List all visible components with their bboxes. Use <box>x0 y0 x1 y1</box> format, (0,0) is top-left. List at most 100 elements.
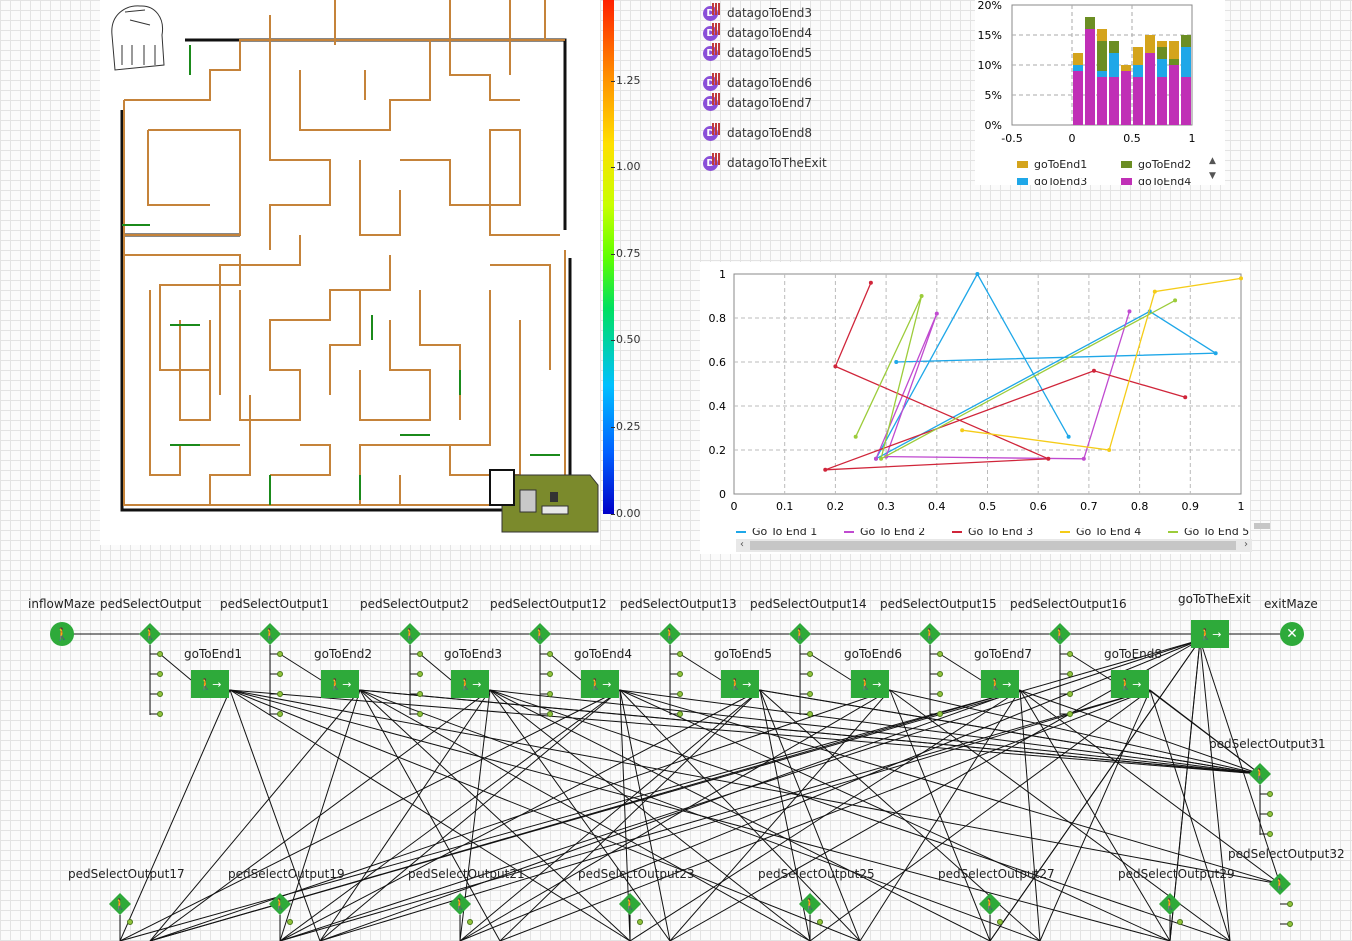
output-port[interactable] <box>157 651 163 657</box>
output-port[interactable] <box>1267 811 1273 817</box>
output-port[interactable] <box>157 711 163 717</box>
select-output-node[interactable]: 🚶 <box>259 623 281 648</box>
select-output-node[interactable]: 🚶 <box>619 893 641 918</box>
select-output-node[interactable]: 🚶 <box>1269 873 1291 898</box>
goto-node[interactable]: 🚶→ <box>581 670 619 698</box>
output-port[interactable] <box>277 671 283 677</box>
legend-scroll-thumb[interactable] <box>1254 523 1270 529</box>
output-port[interactable] <box>807 651 813 657</box>
select-output-node[interactable]: 🚶 <box>1159 893 1181 918</box>
hist-bar <box>1097 41 1107 71</box>
output-port[interactable] <box>937 711 943 717</box>
maze-animation[interactable] <box>100 0 600 545</box>
output-port[interactable] <box>277 691 283 697</box>
select-output-node[interactable]: 🚶 <box>789 623 811 648</box>
trajectory-line-chart[interactable]: 0 0.1 0.2 0.3 0.4 0.5 0.6 0.7 0.8 0.9 1 0 0.2 0.4 0.6 0… <box>700 262 1270 554</box>
output-port[interactable] <box>417 691 423 697</box>
output-port[interactable] <box>157 671 163 677</box>
output-port[interactable] <box>547 671 553 677</box>
flow-node-label: goToEnd6 <box>844 647 903 661</box>
output-port[interactable] <box>1267 831 1273 837</box>
output-port[interactable] <box>1177 919 1183 925</box>
output-port[interactable] <box>937 671 943 677</box>
line-legend-item: Go To End 4 <box>1060 528 1141 537</box>
output-port[interactable] <box>417 711 423 717</box>
output-port[interactable] <box>1067 671 1073 677</box>
output-port[interactable] <box>637 919 643 925</box>
select-output-node[interactable]: 🚶 <box>919 623 941 648</box>
output-port[interactable] <box>417 671 423 677</box>
scrollbar-thumb[interactable] <box>750 541 1236 550</box>
select-output-node[interactable]: 🚶 <box>1049 623 1071 648</box>
output-port[interactable] <box>807 691 813 697</box>
select-output-node[interactable]: 🚶 <box>449 893 471 918</box>
output-port[interactable] <box>677 671 683 677</box>
select-output-node[interactable]: 🚶 <box>269 893 291 918</box>
select-output-node[interactable]: 🚶 <box>109 893 131 918</box>
select-output-node[interactable]: 🚶 <box>659 623 681 648</box>
output-port[interactable] <box>157 691 163 697</box>
inflow-source-node[interactable]: 🚶 <box>50 622 74 646</box>
goto-node[interactable]: 🚶→ <box>851 670 889 698</box>
output-port[interactable] <box>547 711 553 717</box>
histogram-chart[interactable]: 20% 15% 10% 5% 0% -0.5 0 0.5 1 goToEnd1 … <box>975 0 1225 185</box>
horizontal-scrollbar[interactable]: ‹ › <box>736 539 1252 552</box>
select-output-node[interactable]: 🚶 <box>1249 763 1271 788</box>
output-port[interactable] <box>1067 691 1073 697</box>
output-port[interactable] <box>677 651 683 657</box>
output-port[interactable] <box>1067 711 1073 717</box>
svg-text:🚶: 🚶 <box>923 628 937 641</box>
output-port[interactable] <box>817 919 823 925</box>
output-port[interactable] <box>937 651 943 657</box>
select-output-node[interactable]: 🚶 <box>399 623 421 648</box>
goto-node[interactable]: 🚶→ <box>981 670 1019 698</box>
output-port[interactable] <box>677 711 683 717</box>
goto-node[interactable]: 🚶→ <box>451 670 489 698</box>
output-port[interactable] <box>467 919 473 925</box>
goto-node[interactable]: 🚶→ <box>321 670 359 698</box>
series-line <box>825 282 1186 471</box>
output-port[interactable] <box>417 651 423 657</box>
hist-bar <box>1097 71 1107 77</box>
chevron-left-icon[interactable]: ‹ <box>740 539 744 550</box>
chevron-right-icon[interactable]: › <box>1244 539 1248 550</box>
output-port[interactable] <box>1067 651 1073 657</box>
output-port[interactable] <box>807 671 813 677</box>
output-port[interactable] <box>937 691 943 697</box>
select-output-node[interactable]: 🚶 <box>139 623 161 648</box>
exit-sink-node[interactable]: ✕ <box>1280 622 1304 646</box>
output-port[interactable] <box>277 711 283 717</box>
output-port[interactable] <box>547 691 553 697</box>
chevron-down-icon[interactable]: ▼ <box>1209 171 1216 181</box>
colorbar-tick: 0.25 <box>611 420 641 433</box>
goto-exit-node[interactable]: 🚶→ <box>1191 620 1229 648</box>
select-output-node[interactable]: 🚶 <box>799 893 821 918</box>
goto-node[interactable]: 🚶→ <box>721 670 759 698</box>
goto-node[interactable]: 🚶→ <box>1111 670 1149 698</box>
output-port[interactable] <box>997 919 1003 925</box>
series-line <box>962 277 1242 451</box>
output-port[interactable] <box>547 651 553 657</box>
output-port[interactable] <box>127 919 133 925</box>
output-port[interactable] <box>1287 921 1293 927</box>
select-output-node[interactable]: 🚶 <box>979 893 1001 918</box>
select-output-node[interactable]: 🚶 <box>529 623 551 648</box>
series-point <box>1213 351 1218 356</box>
output-port[interactable] <box>1267 791 1273 797</box>
output-port[interactable] <box>277 651 283 657</box>
output-port[interactable] <box>1287 901 1293 907</box>
hist-y-tick: 20% <box>978 0 1002 12</box>
output-port[interactable] <box>807 711 813 717</box>
output-port[interactable] <box>287 919 293 925</box>
svg-text:🚶: 🚶 <box>1163 898 1177 911</box>
output-port[interactable] <box>677 691 683 697</box>
chevron-up-icon[interactable]: ▲ <box>1209 156 1216 166</box>
goto-node[interactable]: 🚶→ <box>191 670 229 698</box>
